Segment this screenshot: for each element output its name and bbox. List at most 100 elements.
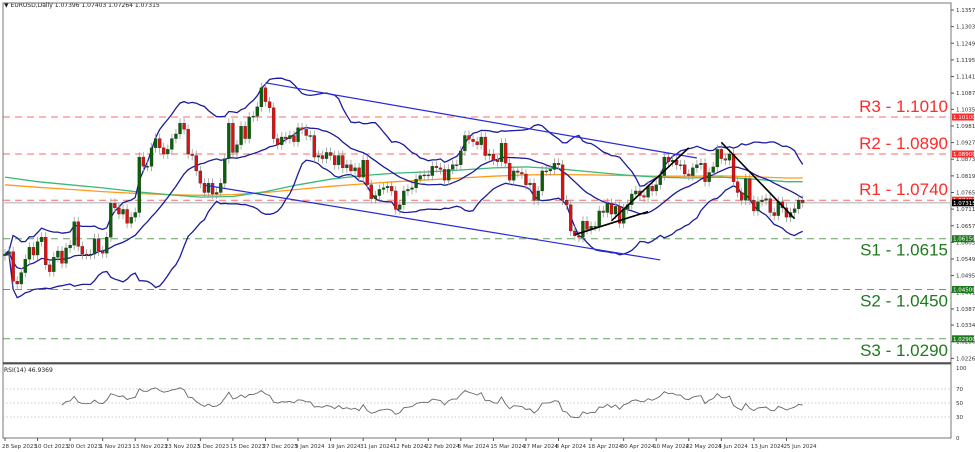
rsi-panel-frame (2, 363, 952, 439)
candle-bullish (149, 147, 154, 167)
candle-bearish (194, 155, 198, 172)
candle-bullish (239, 126, 243, 145)
candle-bullish (540, 170, 544, 192)
candle-bullish (381, 187, 386, 190)
rsi-level-label: 30 (956, 415, 963, 421)
price-tick-label: 1.10350 (956, 107, 975, 113)
date-label: 13 Nov 2023 (132, 444, 168, 450)
level-label-r3: R3 - 1.1010 (859, 97, 948, 116)
price-tick-label: 1.03345 (956, 323, 975, 329)
candle-bullish (402, 190, 406, 205)
candle-bearish (349, 164, 353, 172)
price-tick-label: 1.08730 (956, 157, 975, 163)
level-price-tag-text: 1.08900 (953, 152, 975, 158)
level-price-tag-text: 1.02900 (953, 337, 975, 343)
candle-bullish (68, 245, 72, 249)
candle-bearish (84, 253, 89, 256)
candle-bearish (495, 159, 500, 162)
candle-bullish (552, 163, 557, 170)
candle-bullish (23, 259, 28, 273)
candle-bullish (699, 163, 703, 165)
candle-bearish (190, 153, 194, 156)
main-panel-frame (2, 2, 952, 364)
candle-bullish (430, 166, 435, 176)
candle-bullish (455, 164, 459, 166)
candle-bullish (255, 106, 259, 117)
candle-bearish (748, 178, 752, 201)
candle-bearish (556, 163, 561, 165)
candle-bearish (158, 138, 162, 148)
candle-bullish (727, 153, 732, 161)
candle-bearish (365, 159, 369, 185)
date-label: 30 Apr 2024 (621, 444, 656, 450)
candle-bullish (324, 152, 329, 159)
candle-bullish (691, 167, 695, 176)
date-label: 31 Jan 2024 (360, 444, 393, 450)
date-label: 1 Nov 2023 (100, 444, 132, 450)
price-tick-label: 1.13035 (956, 25, 975, 31)
rsi-level-label: 70 (956, 387, 963, 393)
candle-bullish (544, 170, 548, 173)
candle-bullish (178, 123, 182, 135)
level-price-tag (952, 235, 974, 243)
trendline-channel-lower (204, 184, 661, 261)
date-label: 22 May 2024 (686, 444, 722, 450)
candle-bullish (695, 164, 699, 169)
candle-bullish (707, 172, 711, 182)
ohlc-readout: 1.07396 1.07403 1.07264 1.07315 (54, 2, 160, 9)
candle-bearish (516, 170, 520, 173)
candle-bullish (206, 183, 211, 193)
candle-bullish (528, 183, 532, 185)
collapse-arrow-icon[interactable]: ▼ (4, 2, 9, 9)
candle-bearish (101, 250, 105, 254)
candle-bearish (267, 101, 272, 108)
candle-bearish (186, 129, 190, 155)
candle-bearish (491, 153, 496, 161)
candle-bullish (792, 208, 797, 213)
candle-bullish (760, 200, 764, 202)
level-price-tag-text: 1.06150 (953, 237, 975, 243)
candle-bullish (715, 149, 719, 168)
candle-bearish (11, 251, 15, 282)
date-label: 9 Jan 2024 (295, 444, 325, 450)
candle-bearish (369, 184, 373, 199)
candle-bearish (292, 135, 296, 142)
price-tick-label: 1.06570 (956, 224, 975, 230)
rsi-level-label: 50 (956, 401, 963, 407)
candle-bearish (438, 167, 443, 170)
candle-bullish (353, 167, 357, 172)
candle-bullish (3, 253, 7, 256)
rsi-line (61, 387, 803, 419)
candle-bullish (337, 155, 341, 165)
date-label: 3 Jun 2024 (718, 444, 748, 450)
candle-bullish (145, 166, 150, 168)
price-tick-label: 1.09810 (956, 124, 975, 130)
date-label: 23 Nov 2023 (165, 444, 201, 450)
rsi-level-label: 100 (956, 366, 967, 372)
symbol-label: EURUSD,Daily (10, 2, 53, 9)
candle-bearish (642, 195, 646, 198)
candle-bullish (280, 136, 284, 145)
candle-bullish (64, 247, 68, 264)
candle-bearish (125, 209, 129, 224)
date-label: 15 Dec 2023 (230, 444, 266, 450)
candle-bearish (740, 192, 744, 201)
candle-bearish (524, 173, 528, 185)
date-label: 8 Apr 2024 (556, 444, 587, 450)
candle-bullish (52, 257, 56, 272)
date-label: 15 Mar 2024 (490, 444, 525, 450)
date-label: 10 May 2024 (653, 444, 689, 450)
price-tick-label: 1.12495 (956, 41, 975, 47)
price-tick-label: 1.05490 (956, 257, 975, 263)
candle-bullish (634, 190, 638, 195)
price-tick-label: 1.10875 (956, 91, 975, 97)
candle-bullish (214, 192, 219, 195)
date-label: 10 Oct 2023 (35, 444, 70, 450)
candle-bearish (508, 163, 512, 181)
candle-bearish (357, 167, 361, 178)
candle-bullish (361, 159, 365, 178)
candle-bullish (227, 123, 231, 159)
price-tick-label: 1.02805 (956, 340, 975, 346)
candle-bearish (182, 123, 186, 130)
